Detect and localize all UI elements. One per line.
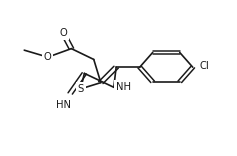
Text: O: O xyxy=(44,52,52,62)
Text: Cl: Cl xyxy=(199,61,209,71)
Text: NH: NH xyxy=(116,82,131,92)
Text: O: O xyxy=(59,28,67,38)
Text: HN: HN xyxy=(56,100,71,110)
Text: S: S xyxy=(78,84,84,94)
